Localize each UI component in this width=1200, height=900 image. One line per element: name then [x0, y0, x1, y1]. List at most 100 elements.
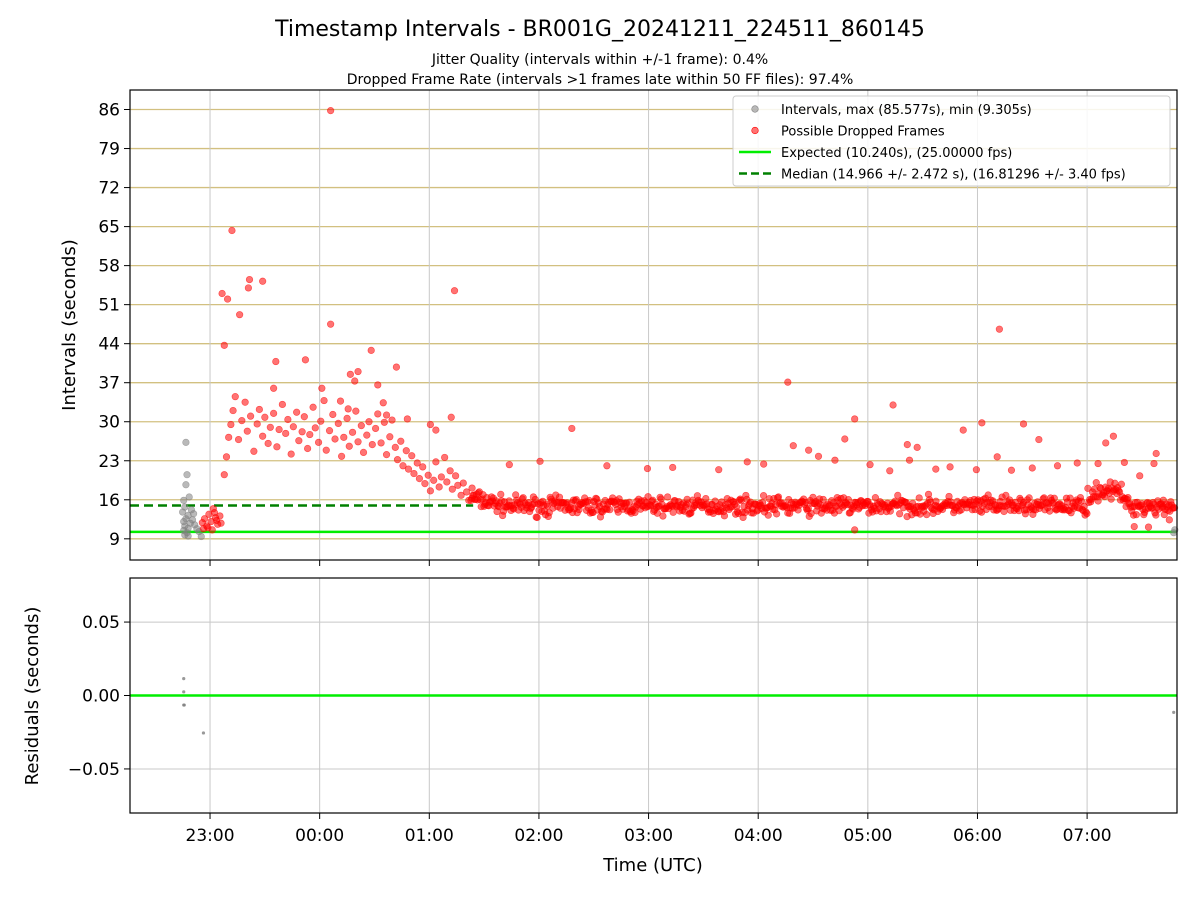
data-point: [459, 479, 467, 487]
data-point: [345, 442, 353, 450]
data-point: [218, 289, 226, 298]
data-point: [424, 471, 432, 479]
data-point: [200, 515, 209, 523]
y-tick-label: 23: [98, 452, 120, 472]
data-point: [270, 409, 278, 417]
data-point: [1094, 497, 1102, 505]
data-point: [468, 484, 476, 492]
data-point: [402, 447, 410, 455]
x-tick-label: 04:00: [734, 826, 783, 846]
data-point: [311, 424, 319, 432]
legend-label: Intervals, max (85.577s), min (9.305s): [781, 103, 1032, 118]
data-point: [306, 430, 314, 439]
data-point: [404, 465, 413, 473]
data-point: [244, 284, 253, 292]
y-tick-label: 44: [98, 335, 120, 355]
x-tick-label: 05:00: [843, 826, 892, 846]
data-point: [275, 425, 283, 434]
data-point: [720, 512, 729, 520]
data-point: [447, 413, 455, 421]
data-point: [287, 450, 295, 458]
data-point: [184, 532, 192, 540]
x-tick-label: 01:00: [405, 826, 454, 846]
data-point: [413, 459, 421, 467]
residual-point: [1172, 710, 1176, 714]
data-point: [320, 396, 328, 405]
chart-title: Timestamp Intervals - BR001G_20241211_22…: [274, 17, 925, 42]
data-point: [238, 417, 246, 425]
data-point: [894, 491, 902, 499]
legend-marker: [751, 126, 759, 135]
data-point: [259, 432, 267, 440]
data-point: [179, 508, 187, 516]
data-point: [273, 443, 281, 451]
data-point: [368, 440, 376, 449]
data-point: [393, 456, 402, 464]
data-point: [1152, 449, 1160, 458]
x-tick-label: 03:00: [624, 826, 673, 846]
x-axis-label: Time (UTC): [602, 855, 703, 876]
data-point: [352, 407, 360, 415]
data-point: [432, 458, 440, 466]
data-point: [913, 443, 921, 451]
residuals-plot: 0.05 0.00 −0.05 23:00 00:00 01:00 02:00 03:00 04…: [22, 577, 1178, 876]
data-point: [773, 510, 781, 518]
data-point: [1130, 522, 1138, 531]
data-point: [304, 444, 312, 453]
y-tick-label: 0.05: [82, 613, 120, 633]
data-point: [437, 473, 445, 481]
data-point: [222, 453, 231, 461]
top-plot-grid: [130, 90, 1177, 560]
data-point: [282, 429, 290, 438]
data-point: [978, 419, 986, 427]
data-point: [392, 363, 401, 371]
y-tick-label: 51: [98, 296, 120, 316]
data-point: [229, 406, 237, 415]
data-point: [415, 475, 424, 483]
data-point: [403, 415, 411, 423]
legend-label: Expected (10.240s), (25.00000 fps): [781, 146, 1012, 161]
data-point: [1019, 420, 1028, 428]
data-point: [844, 496, 852, 504]
data-point: [309, 403, 317, 411]
data-point: [322, 446, 330, 454]
data-point: [410, 469, 418, 478]
data-point: [1170, 504, 1179, 512]
data-point: [217, 519, 225, 527]
data-point: [293, 408, 301, 416]
data-point: [889, 401, 897, 409]
data-point: [250, 447, 258, 455]
data-point: [343, 414, 351, 422]
data-point: [1053, 462, 1062, 470]
data-point: [374, 381, 382, 389]
data-point: [354, 367, 362, 376]
data-point: [301, 356, 310, 364]
data-point: [1165, 516, 1173, 524]
data-point: [354, 438, 362, 446]
data-point: [377, 439, 385, 447]
data-point: [243, 427, 251, 435]
data-point: [225, 433, 233, 441]
x-tick-label: 06:00: [953, 826, 1002, 846]
data-point: [298, 428, 306, 436]
data-point: [760, 460, 768, 468]
data-point: [346, 370, 354, 378]
data-point: [1094, 459, 1102, 468]
data-point: [743, 458, 751, 466]
data-point: [669, 463, 677, 472]
y-tick-label: 30: [98, 413, 120, 433]
data-point: [851, 415, 859, 423]
data-point: [284, 415, 292, 424]
data-point: [1025, 494, 1033, 502]
data-point: [317, 417, 325, 425]
y-tick-label: 72: [98, 179, 120, 199]
data-point: [568, 424, 576, 433]
data-point: [245, 275, 254, 284]
top-plot-points: [179, 107, 1179, 541]
data-point: [327, 107, 335, 115]
data-point: [1035, 435, 1043, 444]
data-point: [300, 413, 308, 421]
data-point: [505, 461, 513, 469]
data-point: [1102, 439, 1110, 447]
data-point: [972, 466, 980, 474]
